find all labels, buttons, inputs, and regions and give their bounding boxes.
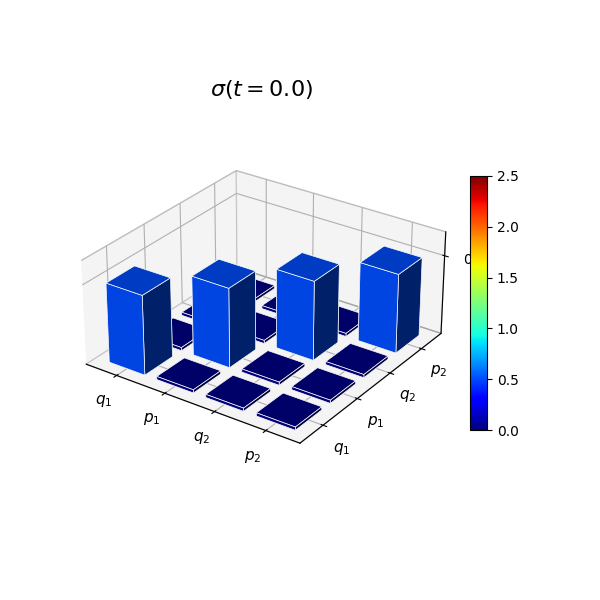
Title: $\sigma(t = 0.0)$: $\sigma(t = 0.0)$ xyxy=(209,78,313,101)
